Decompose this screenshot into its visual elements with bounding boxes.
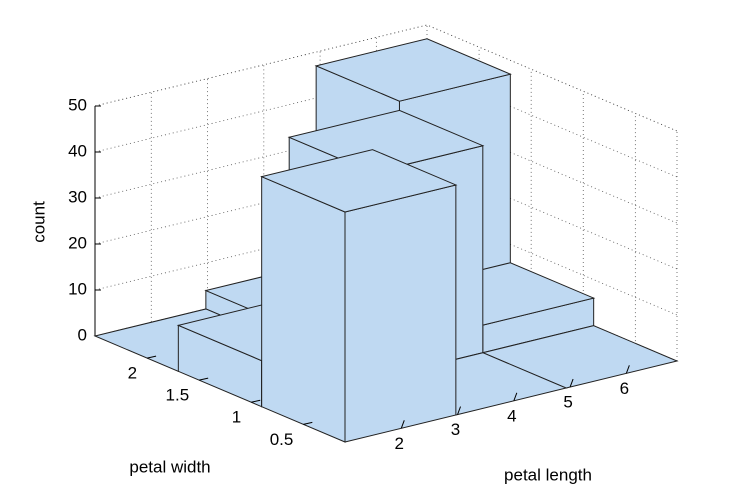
z-tick-label: 30 [68,187,87,206]
bar-face [344,184,457,443]
x-tick-label: 5 [563,393,572,412]
y-tick-label: 1.5 [166,386,190,405]
z-tick-label: 40 [68,141,87,160]
grid-line [150,92,402,429]
y-tick [146,355,157,359]
z-tick-label: 10 [68,279,87,298]
x-tick-label: 6 [620,379,629,398]
x-tick [625,365,630,374]
grid-line [207,78,458,415]
y-tick [303,421,313,425]
bar-face [261,175,346,443]
bar-top [287,109,485,174]
x-tick [400,420,405,429]
x-tick [457,406,462,415]
x-axis-label: petal length [504,465,592,484]
bar [260,149,458,443]
grid-line [263,64,514,402]
y-tick [199,377,209,381]
bar-top [260,149,458,213]
x-tick-label: 3 [451,420,460,439]
x-tick [513,392,518,401]
x-tick-label: 4 [507,406,516,425]
y-tick-label: 0.5 [270,430,294,449]
z-axis-label: count [29,201,48,243]
y-tick-label: 1 [232,408,241,427]
y-axis-label: petal width [129,457,210,476]
y-tick-label: 2 [128,364,137,383]
bar-top [314,38,512,102]
z-tick-label: 20 [68,233,87,252]
y-tick [251,399,261,403]
x-tick [569,378,574,388]
z-tick-label: 0 [78,325,87,344]
z-tick-label: 50 [68,95,87,114]
x-tick-label: 2 [395,434,404,453]
